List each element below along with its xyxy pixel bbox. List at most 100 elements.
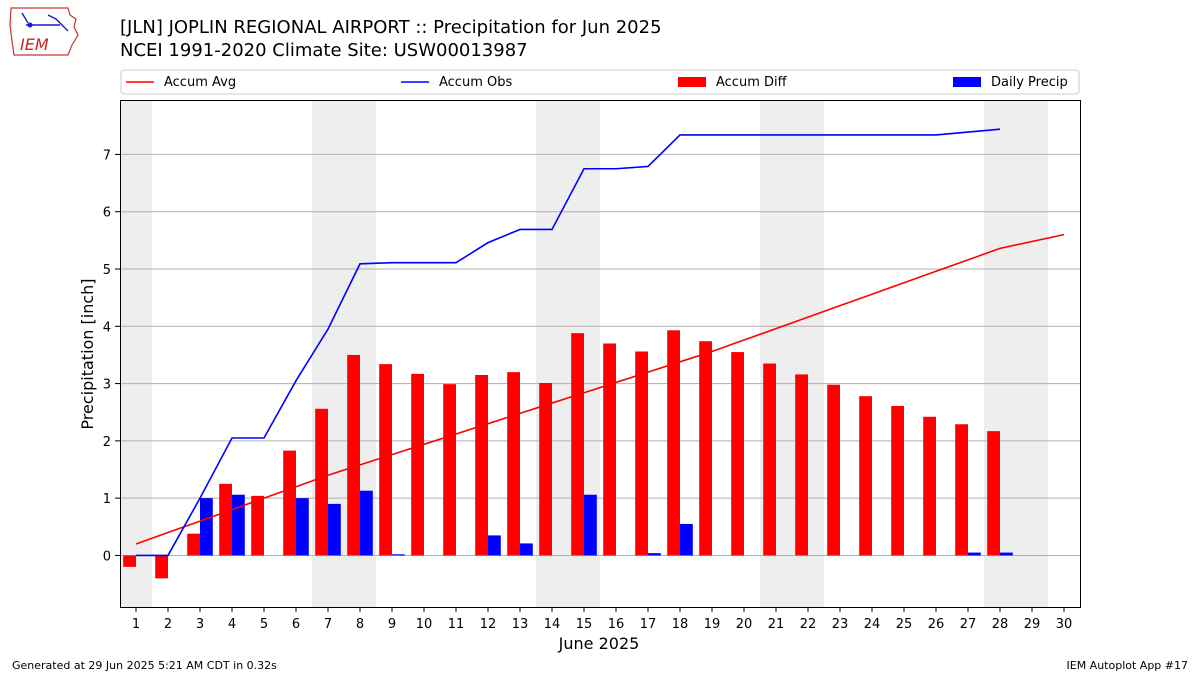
accum-diff-bar-2 bbox=[155, 555, 168, 579]
accum-diff-bar-15 bbox=[571, 333, 584, 556]
x-tick-label-19: 19 bbox=[704, 617, 721, 632]
weekend-bands bbox=[120, 100, 1048, 607]
x-tick-label-11: 11 bbox=[448, 617, 465, 632]
x-axis-ticks: 1 2 3 4 5 6 7 8 9 10 11 12 13 14 15 16 17 18 19 20 21 22 23 24 2… bbox=[132, 607, 1072, 632]
accum-diff-bar-27 bbox=[955, 424, 968, 556]
x-tick-label-5: 5 bbox=[260, 617, 268, 632]
accum-avg-line bbox=[135, 233, 1065, 545]
accum-diff-bar-13 bbox=[507, 372, 520, 556]
legend-swatch-daily-precip bbox=[953, 77, 981, 87]
accum-diff-bar-11 bbox=[443, 384, 456, 556]
accum-diff-bar-23 bbox=[827, 384, 840, 556]
x-tick-label-29: 29 bbox=[1024, 617, 1041, 632]
chart-title: [JLN] JOPLIN REGIONAL AIRPORT :: Precipi… bbox=[120, 17, 662, 38]
legend: Accum Avg Accum Obs Accum Diff Daily Precip bbox=[120, 69, 1080, 95]
y-axis-label: Precipitation [inch] bbox=[78, 278, 97, 429]
legend-label-accum-diff: Accum Diff bbox=[716, 75, 788, 90]
x-tick-label-24: 24 bbox=[864, 617, 881, 632]
x-tick-label-21: 21 bbox=[768, 617, 785, 632]
x-tick-label-4: 4 bbox=[228, 617, 236, 632]
x-tick-label-27: 27 bbox=[960, 617, 977, 632]
accum-diff-bar-26 bbox=[923, 416, 936, 556]
daily-precip-bar-4 bbox=[232, 494, 245, 556]
footer-generated: Generated at 29 Jun 2025 5:21 AM CDT in … bbox=[12, 659, 277, 672]
iowa-map-icon: IEM bbox=[9, 7, 79, 56]
y-tick-label-3: 3 bbox=[103, 378, 111, 393]
x-tick-label-1: 1 bbox=[132, 617, 140, 632]
daily-precip-bar-6 bbox=[296, 498, 309, 556]
accum-diff-bar-9 bbox=[379, 364, 392, 556]
accum-diff-bar-17 bbox=[635, 351, 648, 556]
accum-diff-bar-22 bbox=[795, 374, 808, 556]
x-tick-label-10: 10 bbox=[416, 617, 433, 632]
accum-diff-bar-21 bbox=[763, 363, 776, 556]
chart-subtitle: NCEI 1991-2020 Climate Site: USW00013987 bbox=[120, 40, 528, 61]
bars bbox=[123, 330, 1013, 579]
accum-diff-bar-7 bbox=[315, 408, 328, 556]
x-tick-label-16: 16 bbox=[608, 617, 625, 632]
x-tick-label-9: 9 bbox=[388, 617, 396, 632]
daily-precip-bar-12 bbox=[488, 535, 501, 556]
weekend-band-0 bbox=[120, 100, 152, 607]
legend-label-accum-obs: Accum Obs bbox=[439, 75, 512, 90]
iem-logo: IEM bbox=[8, 5, 80, 59]
daily-precip-bar-13 bbox=[520, 543, 533, 556]
accum-diff-bar-10 bbox=[411, 373, 424, 556]
x-tick-label-13: 13 bbox=[512, 617, 529, 632]
x-tick-label-30: 30 bbox=[1056, 617, 1073, 632]
x-tick-label-17: 17 bbox=[640, 617, 657, 632]
x-tick-label-22: 22 bbox=[800, 617, 817, 632]
accum-obs-line bbox=[136, 128, 1001, 557]
x-tick-label-14: 14 bbox=[544, 617, 561, 632]
accum-diff-bar-8 bbox=[347, 354, 360, 556]
accum-diff-bar-20 bbox=[731, 352, 744, 556]
x-tick-label-12: 12 bbox=[480, 617, 497, 632]
legend-label-daily-precip: Daily Precip bbox=[991, 75, 1068, 90]
accum-diff-bar-24 bbox=[859, 396, 872, 556]
x-tick-label-7: 7 bbox=[324, 617, 332, 632]
x-tick-label-2: 2 bbox=[164, 617, 172, 632]
daily-precip-bar-9 bbox=[392, 554, 405, 556]
daily-precip-bar-18 bbox=[680, 523, 693, 556]
accum-diff-bar-14 bbox=[539, 383, 552, 556]
y-tick-label-0: 0 bbox=[103, 549, 111, 564]
x-tick-label-6: 6 bbox=[292, 617, 300, 632]
accum-diff-bar-12 bbox=[475, 374, 488, 556]
x-tick-label-23: 23 bbox=[832, 617, 849, 632]
y-tick-label-1: 1 bbox=[103, 492, 111, 507]
x-tick-label-3: 3 bbox=[196, 617, 204, 632]
legend-box bbox=[120, 69, 1080, 95]
legend-label-accum-avg: Accum Avg bbox=[164, 75, 236, 90]
accum-diff-bar-28 bbox=[987, 431, 1000, 556]
accum-diff-bar-1 bbox=[123, 555, 136, 567]
y-tick-label-2: 2 bbox=[103, 435, 111, 450]
daily-precip-bar-27 bbox=[968, 552, 981, 556]
accum-diff-bar-3 bbox=[187, 533, 200, 556]
accum-diff-bar-4 bbox=[219, 483, 232, 556]
svg-text:IEM: IEM bbox=[20, 35, 49, 54]
y-tick-label-7: 7 bbox=[103, 148, 111, 163]
daily-precip-bar-17 bbox=[648, 553, 661, 556]
daily-precip-bar-15 bbox=[584, 494, 597, 556]
series-lines bbox=[135, 128, 1065, 557]
y-axis-ticks: 0 1 2 3 4 5 6 7 bbox=[103, 148, 120, 564]
accum-diff-bar-18 bbox=[667, 330, 680, 556]
x-tick-label-26: 26 bbox=[928, 617, 945, 632]
accum-diff-bar-16 bbox=[603, 343, 616, 556]
x-tick-label-28: 28 bbox=[992, 617, 1009, 632]
x-axis-label: June 2025 bbox=[558, 634, 640, 653]
x-tick-label-20: 20 bbox=[736, 617, 753, 632]
daily-precip-bar-7 bbox=[328, 503, 341, 556]
legend-swatch-accum-diff bbox=[678, 77, 706, 87]
x-tick-label-18: 18 bbox=[672, 617, 689, 632]
footer-app: IEM Autoplot App #17 bbox=[1066, 659, 1189, 672]
plot-frame bbox=[120, 100, 1081, 608]
daily-precip-bar-8 bbox=[360, 490, 373, 556]
y-tick-label-4: 4 bbox=[103, 320, 111, 335]
accum-diff-bar-6 bbox=[283, 450, 296, 556]
x-tick-label-15: 15 bbox=[576, 617, 593, 632]
accum-diff-bar-19 bbox=[699, 341, 712, 556]
x-tick-label-8: 8 bbox=[356, 617, 364, 632]
x-tick-label-25: 25 bbox=[896, 617, 913, 632]
accum-diff-bar-25 bbox=[891, 405, 904, 556]
